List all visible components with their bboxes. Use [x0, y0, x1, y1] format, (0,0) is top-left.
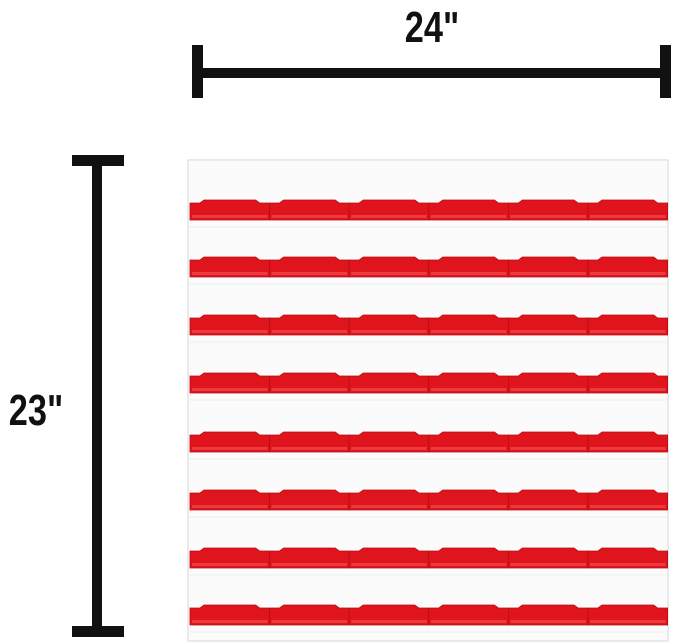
pocket-highlight — [351, 447, 427, 450]
pocket-highlight — [430, 388, 507, 391]
width-bar — [197, 68, 665, 78]
pocket-highlight — [430, 505, 507, 508]
pocket-highlight — [510, 388, 586, 391]
pocket-highlight — [590, 620, 666, 623]
pocket-highlight — [430, 563, 507, 566]
width-cap-right — [660, 45, 671, 98]
pocket-highlight — [271, 388, 348, 391]
pocket-highlight — [510, 447, 586, 450]
pocket-highlight — [192, 505, 268, 508]
pocket-highlight — [430, 215, 507, 218]
pocket-highlight — [192, 388, 268, 391]
pocket-highlight — [430, 272, 507, 275]
height-label: 23" — [9, 386, 63, 435]
width-label: 24" — [405, 3, 459, 52]
pocket-highlight — [192, 215, 268, 218]
pocket-highlight — [590, 447, 666, 450]
pocket-highlight — [590, 563, 666, 566]
pocket-highlight — [590, 330, 666, 333]
pocket-highlight — [590, 272, 666, 275]
pocket-highlight — [271, 215, 348, 218]
pocket-highlight — [430, 620, 507, 623]
pocket-highlight — [590, 505, 666, 508]
pocket-highlight — [351, 563, 427, 566]
pocket-highlight — [351, 505, 427, 508]
pocket-highlight — [351, 388, 427, 391]
height-cap-top — [72, 155, 124, 166]
height-dimension: 23" — [9, 155, 124, 637]
pocket-highlight — [590, 215, 666, 218]
pocket-highlight — [351, 272, 427, 275]
pocket-highlight — [192, 447, 268, 450]
pocket-highlight — [271, 330, 348, 333]
pocket-grid — [188, 199, 668, 633]
pocket-highlight — [271, 272, 348, 275]
pocket-highlight — [192, 330, 268, 333]
pocket-highlight — [271, 447, 348, 450]
pocket-highlight — [430, 330, 507, 333]
pocket-highlight — [510, 620, 586, 623]
pocket-highlight — [430, 447, 507, 450]
pocket-highlight — [351, 620, 427, 623]
pocket-highlight — [351, 330, 427, 333]
pocket-highlight — [510, 505, 586, 508]
pocket-highlight — [510, 563, 586, 566]
pocket-highlight — [510, 272, 586, 275]
pocket-highlight — [192, 563, 268, 566]
height-cap-bottom — [72, 626, 124, 637]
pocket-highlight — [590, 388, 666, 391]
pocket-highlight — [510, 215, 586, 218]
pocket-highlight — [271, 563, 348, 566]
pocket-highlight — [192, 620, 268, 623]
width-dimension: 24" — [192, 3, 671, 98]
pocket-highlight — [351, 215, 427, 218]
pocket-highlight — [510, 330, 586, 333]
height-bar — [92, 160, 102, 632]
width-cap-left — [192, 45, 203, 98]
pocket-highlight — [271, 620, 348, 623]
pocket-highlight — [192, 272, 268, 275]
pocket-highlight — [271, 505, 348, 508]
